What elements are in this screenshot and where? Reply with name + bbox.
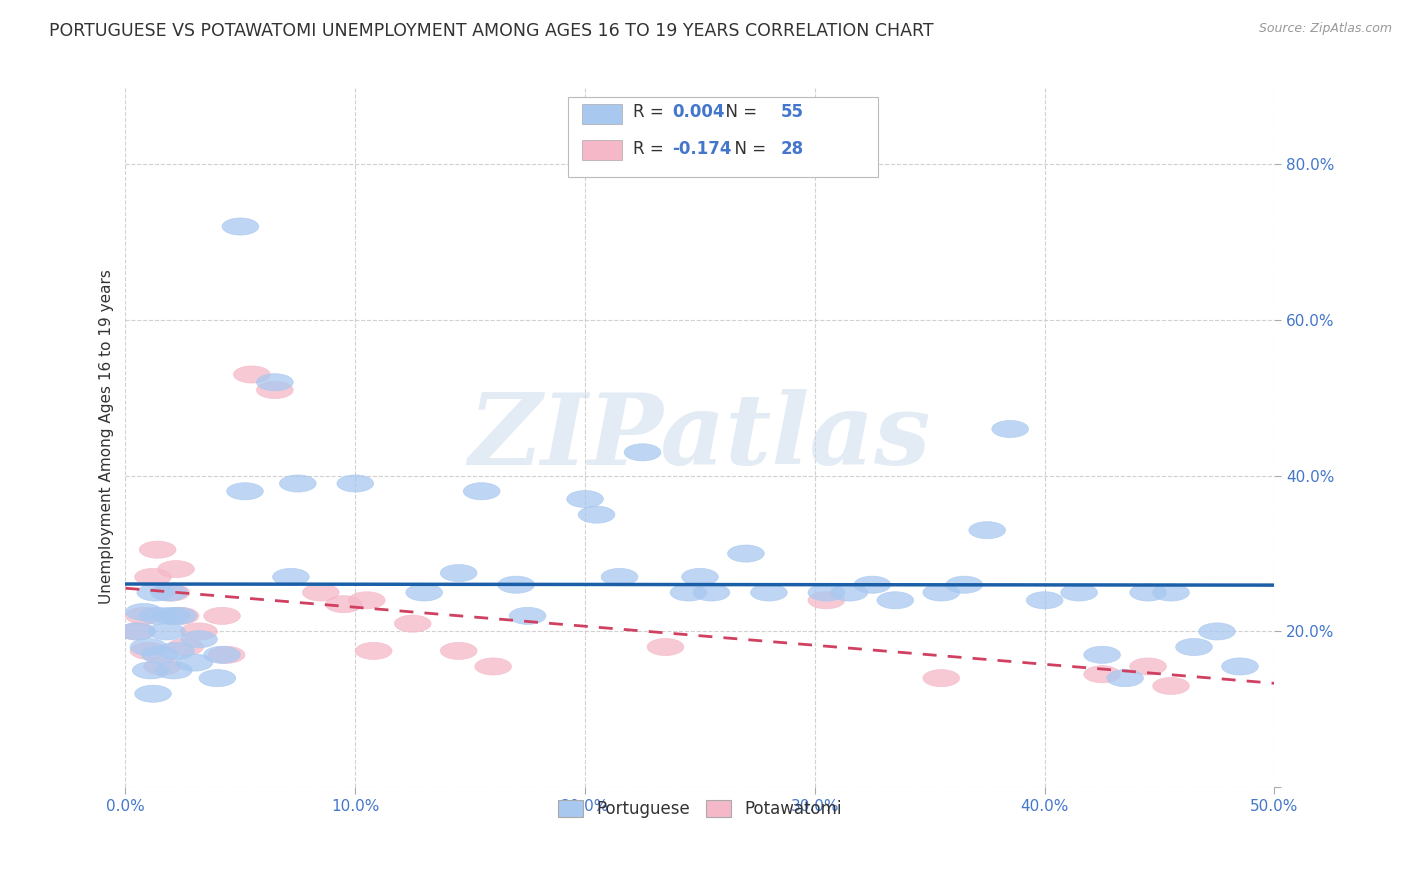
Ellipse shape [946, 576, 983, 593]
Ellipse shape [153, 584, 190, 601]
Ellipse shape [273, 568, 309, 585]
Text: -0.174: -0.174 [672, 140, 733, 158]
Text: R =: R = [633, 140, 669, 158]
Ellipse shape [160, 607, 197, 624]
Ellipse shape [131, 642, 167, 659]
Ellipse shape [149, 623, 186, 640]
Ellipse shape [693, 584, 730, 601]
Ellipse shape [204, 646, 240, 664]
Ellipse shape [991, 420, 1029, 438]
Ellipse shape [509, 607, 546, 624]
Ellipse shape [394, 615, 432, 632]
Text: N =: N = [724, 140, 772, 158]
Ellipse shape [150, 584, 187, 601]
Ellipse shape [808, 584, 845, 601]
Ellipse shape [132, 662, 169, 679]
Ellipse shape [922, 584, 960, 601]
Ellipse shape [280, 475, 316, 492]
Ellipse shape [1222, 658, 1258, 675]
Ellipse shape [233, 366, 270, 383]
Ellipse shape [567, 491, 603, 508]
Ellipse shape [125, 607, 162, 624]
Ellipse shape [1199, 623, 1236, 640]
Ellipse shape [302, 584, 339, 601]
Ellipse shape [877, 591, 914, 609]
Ellipse shape [475, 658, 512, 675]
Ellipse shape [180, 631, 218, 648]
Ellipse shape [727, 545, 765, 562]
Text: 55: 55 [780, 103, 803, 121]
Ellipse shape [624, 444, 661, 461]
FancyBboxPatch shape [582, 140, 621, 160]
Ellipse shape [1060, 584, 1098, 601]
Text: Source: ZipAtlas.com: Source: ZipAtlas.com [1258, 22, 1392, 36]
FancyBboxPatch shape [582, 103, 621, 123]
Text: ZIPatlas: ZIPatlas [468, 389, 931, 485]
Ellipse shape [143, 658, 180, 675]
Ellipse shape [204, 607, 240, 624]
Ellipse shape [682, 568, 718, 585]
Ellipse shape [256, 382, 294, 399]
Ellipse shape [153, 607, 190, 624]
Ellipse shape [498, 576, 534, 593]
Ellipse shape [180, 623, 218, 640]
Ellipse shape [463, 483, 501, 500]
Ellipse shape [602, 568, 638, 585]
Ellipse shape [131, 639, 167, 656]
Ellipse shape [1084, 646, 1121, 664]
Ellipse shape [256, 374, 294, 391]
Ellipse shape [922, 670, 960, 687]
Ellipse shape [226, 483, 263, 500]
Ellipse shape [125, 603, 162, 621]
Text: PORTUGUESE VS POTAWATOMI UNEMPLOYMENT AMONG AGES 16 TO 19 YEARS CORRELATION CHAR: PORTUGUESE VS POTAWATOMI UNEMPLOYMENT AM… [49, 22, 934, 40]
Ellipse shape [162, 607, 200, 624]
Ellipse shape [440, 642, 477, 659]
Text: 0.004: 0.004 [672, 103, 725, 121]
Ellipse shape [139, 607, 176, 624]
Text: 28: 28 [780, 140, 803, 158]
Ellipse shape [1153, 677, 1189, 695]
Ellipse shape [356, 642, 392, 659]
Ellipse shape [135, 568, 172, 585]
Ellipse shape [1107, 670, 1143, 687]
Ellipse shape [1026, 591, 1063, 609]
Ellipse shape [578, 506, 614, 524]
Ellipse shape [142, 646, 179, 664]
Text: N =: N = [714, 103, 762, 121]
Ellipse shape [139, 541, 176, 558]
Ellipse shape [118, 623, 155, 640]
Ellipse shape [751, 584, 787, 601]
FancyBboxPatch shape [568, 97, 879, 178]
Ellipse shape [157, 560, 194, 578]
Ellipse shape [135, 685, 172, 702]
Ellipse shape [167, 639, 204, 656]
Ellipse shape [1129, 658, 1167, 675]
Ellipse shape [118, 623, 155, 640]
Ellipse shape [1175, 639, 1212, 656]
Ellipse shape [349, 591, 385, 609]
Ellipse shape [440, 565, 477, 582]
Y-axis label: Unemployment Among Ages 16 to 19 years: Unemployment Among Ages 16 to 19 years [100, 269, 114, 604]
Ellipse shape [337, 475, 374, 492]
Ellipse shape [1084, 665, 1121, 683]
Ellipse shape [157, 642, 194, 659]
Legend: Portuguese, Potawatomi: Portuguese, Potawatomi [551, 793, 849, 824]
Ellipse shape [1153, 584, 1189, 601]
Ellipse shape [808, 591, 845, 609]
Ellipse shape [155, 662, 193, 679]
Ellipse shape [136, 584, 174, 601]
Ellipse shape [208, 646, 245, 664]
Ellipse shape [406, 584, 443, 601]
Ellipse shape [1129, 584, 1167, 601]
Ellipse shape [831, 584, 868, 601]
Ellipse shape [671, 584, 707, 601]
Ellipse shape [853, 576, 890, 593]
Ellipse shape [176, 654, 212, 671]
Ellipse shape [647, 639, 683, 656]
Ellipse shape [200, 670, 236, 687]
Ellipse shape [222, 218, 259, 235]
Ellipse shape [325, 596, 363, 613]
Text: R =: R = [633, 103, 669, 121]
Ellipse shape [969, 522, 1005, 539]
